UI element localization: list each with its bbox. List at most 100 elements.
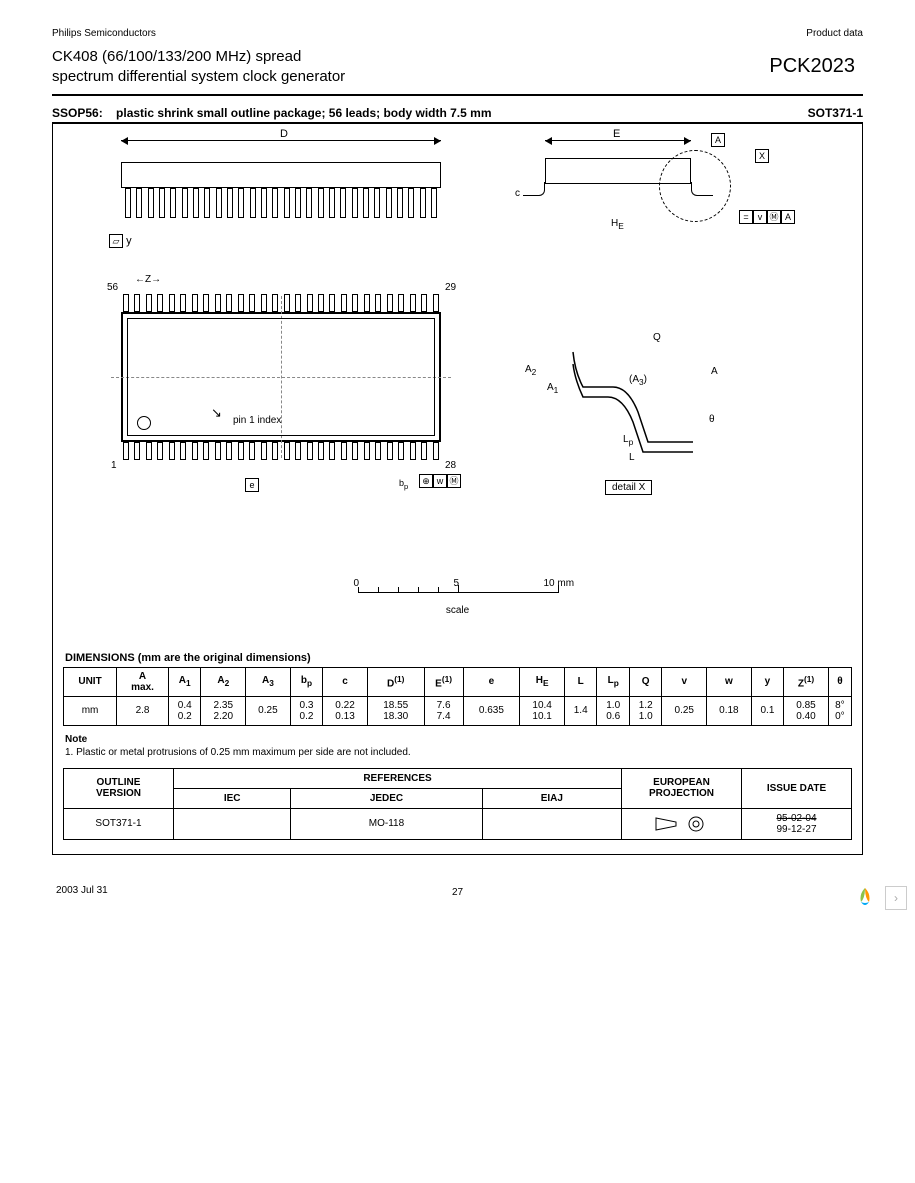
logo-icon xyxy=(851,884,879,912)
iec-val xyxy=(174,808,291,839)
dimensions-table: UNITA max.A1A2A3bpcD(1)E(1)eHELLpQvwyZ(1… xyxy=(63,667,852,726)
dim-c-label: c xyxy=(515,188,520,199)
dim-A1-label: A1 xyxy=(547,382,558,395)
dim-Z-label: ←Z→ xyxy=(135,274,161,285)
pin-1-label: 1 xyxy=(111,460,117,471)
dim-bp-label: bp xyxy=(399,478,408,491)
dim-col-header: w xyxy=(707,667,752,696)
dim-A-label: A xyxy=(711,366,718,377)
iec-hdr: IEC xyxy=(174,788,291,808)
dim-value-cell: 7.67.4 xyxy=(424,696,463,725)
pkg-sot: SOT371-1 xyxy=(808,106,863,120)
outline-version-val: SOT371-1 xyxy=(64,808,174,839)
dim-Lp-label: Lp xyxy=(623,434,633,447)
dim-col-header: A2 xyxy=(201,667,246,696)
dim-value-cell: 0.25 xyxy=(246,696,291,725)
header-block: CK408 (66/100/133/200 MHz) spread spectr… xyxy=(52,47,863,96)
eiaj-val xyxy=(482,808,621,839)
gd-frame-bp: ⊕wⓂ xyxy=(419,474,461,488)
dim-col-header: D(1) xyxy=(367,667,424,696)
dim-e-label: e xyxy=(245,478,259,492)
dim-y-label: ▱ y xyxy=(109,234,132,248)
dim-value-cell: 0.850.40 xyxy=(784,696,829,725)
issue-date-hdr: ISSUE DATE xyxy=(742,768,852,808)
dim-value-cell: 8°0° xyxy=(828,696,851,725)
dim-col-header: HE xyxy=(520,667,565,696)
dim-D-line xyxy=(121,140,441,141)
references-hdr: REFERENCES xyxy=(174,768,622,788)
note-text: 1. Plastic or metal protrusions of 0.25 … xyxy=(65,747,852,758)
dim-col-header: Q xyxy=(629,667,662,696)
dim-col-header: A max. xyxy=(117,667,169,696)
dim-col-header: θ xyxy=(828,667,851,696)
dim-col-header: Lp xyxy=(597,667,630,696)
scale-label: scale xyxy=(358,605,558,616)
dim-theta-label: θ xyxy=(709,414,715,425)
title-line1: CK408 (66/100/133/200 MHz) spread xyxy=(52,47,345,67)
euro-proj-hdr: EUROPEAN PROJECTION xyxy=(622,768,742,808)
pkg-code: SSOP56: xyxy=(52,106,103,120)
dim-value-cell: 0.25 xyxy=(662,696,707,725)
dim-value-cell: 2.352.20 xyxy=(201,696,246,725)
dim-A2-label: A2 xyxy=(525,364,536,377)
dim-E-line xyxy=(545,140,691,141)
dim-col-header: E(1) xyxy=(424,667,463,696)
dimensions-title: DIMENSIONS (mm are the original dimensio… xyxy=(65,652,852,664)
dim-value-cell: 10.410.1 xyxy=(520,696,565,725)
scale-line xyxy=(358,592,558,602)
detail-X-callout: X xyxy=(755,148,769,166)
dim-HE-label: HE xyxy=(611,218,624,231)
dim-value-cell: 2.8 xyxy=(117,696,169,725)
dim-value-cell: 0.1 xyxy=(751,696,784,725)
dim-value-cell: 0.18 xyxy=(707,696,752,725)
eiaj-hdr: EIAJ xyxy=(482,788,621,808)
dim-col-header: UNIT xyxy=(64,667,117,696)
dim-value-cell: 1.00.6 xyxy=(597,696,630,725)
pkg-desc: plastic shrink small outline package; 56… xyxy=(116,106,491,120)
dim-L-label: L xyxy=(629,452,635,463)
euro-projection-symbol xyxy=(622,808,742,839)
detail-x-view: Q A2 A1 (A3) A θ Lp L xyxy=(523,322,743,472)
gd-frame-right: =vⓂA xyxy=(739,210,795,224)
title-line2: spectrum differential system clock gener… xyxy=(52,67,345,87)
pin1-label: pin 1 index xyxy=(233,415,281,426)
jedec-val: MO-118 xyxy=(291,808,482,839)
dim-value-cell: 0.220.13 xyxy=(323,696,368,725)
dim-A3-label: (A3) xyxy=(629,374,647,387)
dim-col-header: c xyxy=(323,667,368,696)
pin-29-label: 29 xyxy=(445,282,456,293)
ic-end-view xyxy=(523,158,713,202)
dim-unit-cell: mm xyxy=(64,696,117,725)
doctype-label: Product data xyxy=(806,28,863,39)
ic-top-view: ↘ pin 1 index xyxy=(121,294,441,460)
jedec-hdr: JEDEC xyxy=(291,788,482,808)
outline-version-hdr: OUTLINE VERSION xyxy=(64,768,174,808)
dim-value-cell: 0.40.2 xyxy=(168,696,201,725)
dim-col-header: e xyxy=(463,667,520,696)
pin1-marker xyxy=(137,416,151,430)
detail-x-label: detail X xyxy=(605,480,652,495)
references-table: OUTLINE VERSION REFERENCES EUROPEAN PROJ… xyxy=(63,768,852,840)
issue-date-val: 95-02-04 99-12-27 xyxy=(742,808,852,839)
footer-date: 2003 Jul 31 xyxy=(56,885,108,896)
pin1-arrow-icon: ↘ xyxy=(211,405,222,421)
dim-col-header: L xyxy=(564,667,597,696)
dim-value-cell: 1.4 xyxy=(564,696,597,725)
drawing-frame: D ▱ y E A X c HE =vⓂA ←Z→ 56 29 xyxy=(52,124,863,855)
dim-Q-label: Q xyxy=(653,332,661,343)
dim-value-cell: 18.5518.30 xyxy=(367,696,424,725)
dim-col-header: A1 xyxy=(168,667,201,696)
page-number: 27 xyxy=(452,887,463,898)
part-number: PCK2023 xyxy=(769,47,863,78)
dim-col-header: v xyxy=(662,667,707,696)
nav-next-button[interactable]: › xyxy=(885,886,907,910)
pin-56-label: 56 xyxy=(107,282,118,293)
dim-value-cell: 1.21.0 xyxy=(629,696,662,725)
dim-value-cell: 0.635 xyxy=(463,696,520,725)
dim-col-header: Z(1) xyxy=(784,667,829,696)
datum-A-box: A xyxy=(711,132,725,150)
company-label: Philips Semiconductors xyxy=(52,28,156,39)
dim-col-header: bp xyxy=(290,667,323,696)
dim-E-label: E xyxy=(611,128,622,140)
ic-side-view xyxy=(121,162,441,218)
